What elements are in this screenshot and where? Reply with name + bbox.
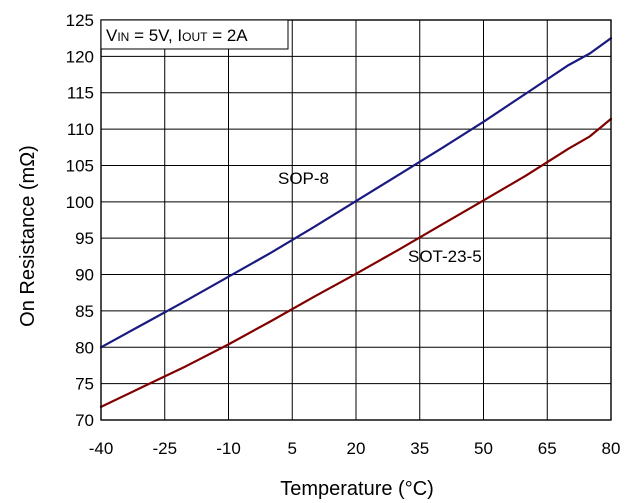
x-tick-label: 20: [347, 439, 366, 458]
x-tick-label: 5: [288, 439, 297, 458]
plot-frame: [100, 19, 612, 421]
x-tick-label: 50: [474, 439, 493, 458]
x-tick-label: 80: [602, 439, 621, 458]
y-tick-label: 105: [66, 156, 94, 175]
series-label-sot23: SOT-23-5: [408, 247, 482, 266]
y-tick-label: 85: [75, 302, 94, 321]
x-tick-label: 65: [538, 439, 557, 458]
x-tick-label: -25: [152, 439, 177, 458]
x-tick-label: 35: [410, 439, 429, 458]
y-tick-label: 115: [67, 84, 94, 103]
x-tick-label: -40: [89, 439, 114, 458]
x-axis-title: Temperature (°C): [280, 478, 434, 500]
y-tick-label: 120: [66, 47, 94, 66]
x-tick-labels: -40 -25 -10 5 20 35 50 65 80: [89, 439, 621, 458]
y-tick-label: 80: [75, 338, 94, 357]
x-tick-label: -10: [216, 439, 241, 458]
y-tick-label: 95: [75, 229, 94, 248]
y-tick-label: 75: [75, 375, 94, 394]
y-tick-label: 100: [66, 193, 94, 212]
y-tick-labels: 70 75 80 85 90 95 100 105 110 115 120 125: [66, 11, 94, 430]
y-tick-label: 125: [66, 11, 94, 30]
grid: [100, 19, 612, 421]
series-lines: [99, 37, 613, 408]
series-label-sop8: SOP-8: [278, 169, 329, 188]
conditions-annotation: VIN = 5V, IOUT = 2A: [106, 26, 248, 45]
y-tick-label: 90: [75, 266, 94, 285]
y-tick-label: 70: [75, 411, 94, 430]
annotation-box: VIN = 5V, IOUT = 2A: [100, 19, 289, 50]
series-line-sot23: [99, 117, 613, 408]
y-axis-title: On Resistance (mΩ): [17, 145, 39, 327]
y-tick-label: 110: [67, 120, 94, 139]
series-line-sop8: [99, 37, 613, 349]
